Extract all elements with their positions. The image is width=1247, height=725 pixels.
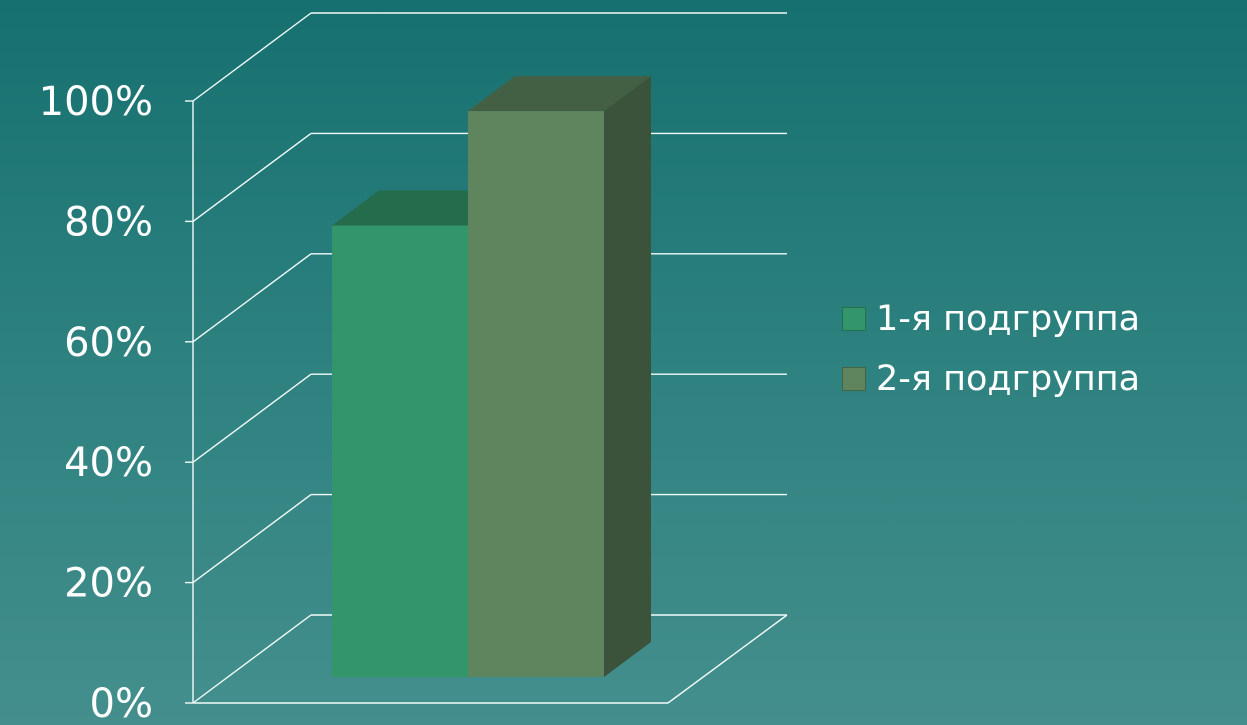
y-tick-label: 80% bbox=[64, 199, 153, 245]
bar-top-series-2 bbox=[468, 76, 651, 112]
legend-swatch-series-2 bbox=[842, 367, 866, 391]
side-gridline bbox=[192, 253, 312, 343]
bar-series-2 bbox=[468, 111, 604, 678]
legend-swatch-series-1 bbox=[842, 307, 866, 331]
legend-item-series-2: 2-я подгруппа bbox=[842, 360, 1140, 398]
y-tick-label: 20% bbox=[64, 561, 153, 607]
legend-label-series-2: 2-я подгруппа bbox=[876, 358, 1141, 399]
side-gridline bbox=[192, 494, 312, 584]
side-gridline bbox=[192, 12, 312, 102]
floor-right-edge bbox=[667, 614, 788, 704]
y-tick-label: 100% bbox=[39, 79, 153, 125]
legend-label-series-1: 1-я подгруппа bbox=[876, 298, 1141, 339]
y-tick-label: 40% bbox=[64, 440, 153, 486]
y-tick-label: 60% bbox=[64, 320, 153, 366]
chart-legend: 1-я подгруппа 2-я подгруппа bbox=[842, 300, 1140, 420]
bar-series-1 bbox=[332, 225, 468, 677]
legend-item-series-1: 1-я подгруппа bbox=[842, 300, 1140, 338]
side-gridline bbox=[192, 132, 312, 222]
side-gridline bbox=[192, 373, 312, 463]
side-gridline bbox=[192, 614, 312, 704]
bar-side-series-2 bbox=[604, 76, 651, 678]
y-tick-label: 0% bbox=[90, 681, 153, 725]
